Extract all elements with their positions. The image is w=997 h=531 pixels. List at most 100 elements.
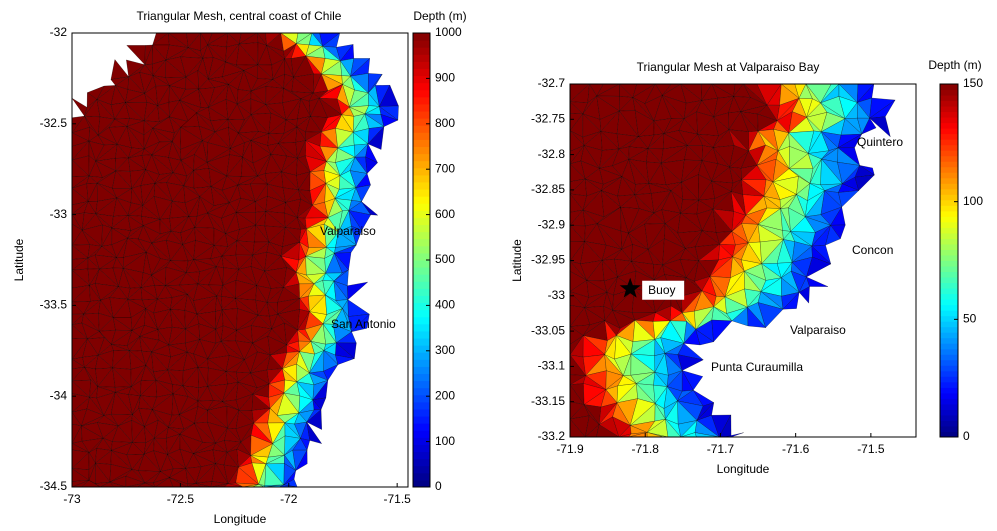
colorbar-segment [413, 366, 430, 374]
colorbar-segment [413, 430, 430, 438]
colorbar-segment [940, 260, 958, 267]
colorbar-segment [413, 281, 430, 289]
colorbar-segment [413, 132, 430, 140]
x-tick-label: -71.8 [632, 442, 660, 456]
colorbar-tick-label: 0 [963, 429, 970, 443]
y-tick-label: -32.8 [538, 147, 566, 161]
mesh-cell [347, 299, 370, 317]
colorbar-tick-label: 600 [435, 207, 455, 221]
mesh-cell [361, 201, 379, 216]
colorbar-segment [413, 345, 430, 353]
colorbar-segment [940, 359, 958, 366]
y-tick-label: -33.2 [538, 429, 566, 443]
mesh-cell [323, 364, 339, 381]
colorbar-segment [940, 177, 958, 184]
colorbar-segment [940, 254, 958, 261]
y-axis-label: Latitude [510, 239, 524, 282]
place-label: Punta Curaumilla [711, 360, 803, 374]
colorbar-segment [413, 444, 430, 453]
colorbar-segment [940, 310, 958, 317]
place-label: Quintero [857, 135, 903, 149]
mesh-cell [677, 354, 704, 371]
colorbar-segment [940, 183, 958, 190]
x-tick-label: -71.9 [556, 442, 584, 456]
colorbar-segment [940, 106, 958, 113]
colorbar-segment [940, 111, 958, 118]
colorbar-segment [940, 392, 958, 399]
mesh-cell [347, 281, 369, 301]
colorbar-segment [940, 232, 958, 239]
colorbar-segment [940, 387, 958, 394]
colorbar-segment [413, 75, 430, 84]
mesh-cell [295, 449, 308, 472]
colorbar-frame [939, 83, 959, 438]
y-tick-label: -32.95 [531, 253, 565, 267]
colorbar-tick-label: 100 [963, 194, 983, 208]
colorbar-segment [940, 315, 958, 322]
colorbar-segment [413, 54, 430, 62]
mesh-cell [695, 329, 714, 346]
colorbar-tick-label: 400 [435, 298, 455, 312]
colorbar-segment [413, 465, 430, 474]
colorbar-segment [413, 359, 430, 367]
colorbar-segment [413, 61, 430, 69]
mesh-cell [838, 190, 860, 208]
colorbar-segment [940, 227, 958, 234]
colorbar-segment [413, 387, 430, 396]
colorbar-segment [940, 133, 958, 140]
colorbar-segment [413, 139, 430, 147]
colorbar-segment [940, 128, 958, 135]
colorbar-segment [413, 82, 430, 91]
colorbar-tick-label: 900 [435, 71, 455, 85]
colorbar-segment [940, 321, 958, 328]
mesh [71, 32, 399, 488]
colorbar-segment [413, 302, 430, 311]
colorbar-segment [413, 330, 430, 339]
colorbar-tick-label: 200 [435, 388, 455, 402]
colorbar-segment [940, 299, 958, 306]
colorbar-tick-label: 500 [435, 252, 455, 266]
colorbar-segment [940, 409, 958, 416]
buoy-marker [619, 277, 641, 298]
x-tick-label: -73 [63, 492, 81, 506]
colorbar-segment [940, 431, 958, 438]
y-tick-label: -33.15 [531, 394, 565, 408]
colorbar-segment [413, 103, 430, 112]
x-tick-label: -72 [280, 492, 298, 506]
colorbar-tick-label: 300 [435, 343, 455, 357]
colorbar-segment [940, 326, 958, 333]
y-axis-label: Latitude [12, 238, 26, 281]
buoy-label-box [642, 280, 685, 300]
mesh [569, 83, 896, 438]
colorbar-segment [413, 238, 430, 247]
mesh-cell [757, 302, 784, 329]
place-label: Valparaiso [790, 323, 846, 337]
mesh-cell [306, 421, 323, 444]
colorbar-segment [413, 451, 430, 460]
colorbar-segment [413, 210, 430, 218]
x-tick-label: -71.7 [707, 442, 735, 456]
colorbar-segment [940, 221, 958, 228]
colorbar-segment [413, 401, 430, 410]
place-label: Valparaiso [320, 224, 376, 238]
chart-title: Triangular Mesh, central coast of Chile [137, 9, 342, 23]
colorbar-segment [940, 238, 958, 245]
colorbar-segment [940, 381, 958, 388]
x-tick-label: -71.5 [857, 442, 885, 456]
colorbar-segment [413, 267, 430, 275]
colorbar-segment [940, 398, 958, 405]
y-tick-label: -32.75 [531, 111, 565, 125]
colorbar-segment [940, 304, 958, 311]
colorbar-segment [413, 146, 430, 155]
colorbar-segment [940, 89, 958, 96]
x-tick-label: -71.5 [383, 492, 411, 506]
colorbar-segment [413, 423, 430, 431]
colorbar-segment [413, 309, 430, 318]
colorbar-segment [940, 210, 958, 217]
y-tick-label: -33 [50, 207, 68, 221]
colorbar-segment [940, 282, 958, 289]
x-tick-label: -71.6 [782, 442, 810, 456]
colorbar-tick-label: 50 [963, 312, 977, 326]
colorbar-segment [413, 274, 430, 282]
